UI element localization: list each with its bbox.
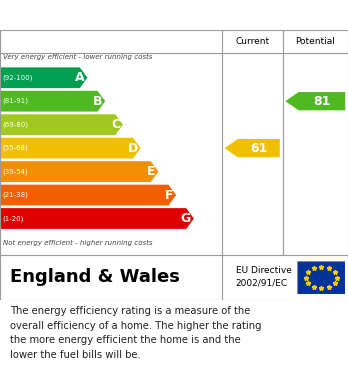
Text: Not energy efficient - higher running costs: Not energy efficient - higher running co… (3, 240, 152, 246)
Text: The energy efficiency rating is a measure of the
overall efficiency of a home. T: The energy efficiency rating is a measur… (10, 307, 262, 360)
Text: A: A (75, 71, 85, 84)
Polygon shape (0, 67, 87, 88)
Text: B: B (93, 95, 102, 108)
Text: F: F (165, 188, 173, 201)
Polygon shape (224, 139, 280, 157)
Text: D: D (128, 142, 138, 154)
Polygon shape (0, 161, 158, 182)
Text: Potential: Potential (295, 37, 335, 46)
Polygon shape (0, 185, 176, 205)
Text: 61: 61 (250, 142, 267, 154)
Text: 81: 81 (313, 95, 331, 108)
Text: (69-80): (69-80) (3, 122, 29, 128)
Polygon shape (0, 114, 123, 135)
Polygon shape (0, 208, 194, 229)
Text: E: E (147, 165, 156, 178)
Text: England & Wales: England & Wales (10, 267, 180, 285)
Text: (21-38): (21-38) (3, 192, 29, 198)
Text: (55-68): (55-68) (3, 145, 29, 151)
Text: EU Directive
2002/91/EC: EU Directive 2002/91/EC (236, 266, 292, 287)
Text: G: G (181, 212, 191, 225)
Text: C: C (111, 118, 120, 131)
Text: Very energy efficient - lower running costs: Very energy efficient - lower running co… (3, 54, 152, 60)
Text: (39-54): (39-54) (3, 169, 29, 175)
Text: (81-91): (81-91) (3, 98, 29, 104)
Polygon shape (0, 138, 141, 158)
Polygon shape (285, 92, 345, 110)
Polygon shape (0, 91, 105, 111)
Text: (1-20): (1-20) (3, 215, 24, 222)
Text: Energy Efficiency Rating: Energy Efficiency Rating (69, 7, 279, 23)
Text: (92-100): (92-100) (3, 74, 33, 81)
Text: Current: Current (235, 37, 269, 46)
